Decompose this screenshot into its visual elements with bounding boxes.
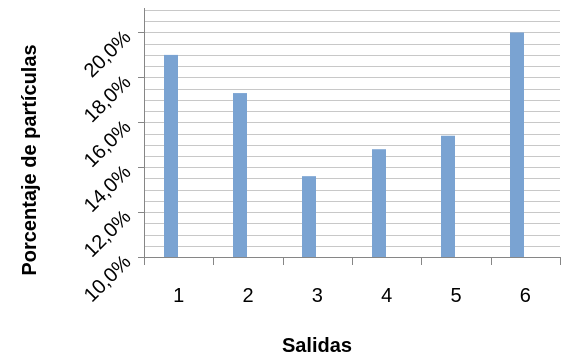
x-tick-label: 1 [173, 285, 184, 307]
bars-layer [164, 32, 524, 258]
x-tick-label: 3 [312, 285, 323, 307]
x-tick-label: 4 [381, 285, 392, 307]
bar-3 [302, 176, 316, 257]
y-tick-label: 16,0% [80, 116, 136, 172]
x-tick-label: 2 [242, 285, 253, 307]
axis-layer [138, 8, 561, 265]
bar-1 [164, 54, 178, 258]
x-tick-label: 5 [450, 285, 461, 307]
y-tick-label: 14,0% [80, 161, 136, 217]
grid-layer [144, 10, 560, 247]
bar-2 [233, 93, 247, 257]
x-tick-labels: 1 2 3 4 5 6 [173, 285, 531, 307]
y-tick-label: 10,0% [80, 251, 136, 307]
bar-5 [441, 135, 455, 257]
y-axis-title: Porcentaje de partículas [19, 44, 41, 275]
y-tick-label: 12,0% [80, 206, 136, 262]
bar-6 [510, 32, 524, 257]
y-tick-label: 18,0% [80, 71, 136, 127]
y-tick-labels: 10,0%12,0%14,0%16,0%18,0%20,0% [80, 26, 136, 306]
x-tick-label: 6 [520, 285, 531, 307]
y-tick-label: 20,0% [80, 26, 136, 82]
x-axis-title: Salidas [282, 335, 352, 357]
bar-4 [372, 149, 386, 257]
